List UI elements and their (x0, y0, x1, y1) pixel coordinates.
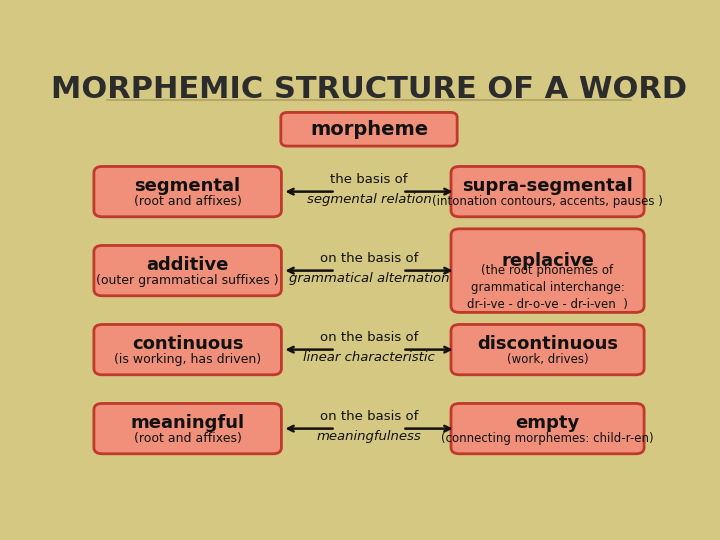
Text: on the basis of: on the basis of (320, 253, 418, 266)
FancyBboxPatch shape (451, 229, 644, 313)
Text: (work, drives): (work, drives) (507, 353, 588, 366)
Text: additive: additive (146, 256, 229, 274)
Text: (intonation contours, accents, pauses ): (intonation contours, accents, pauses ) (432, 195, 663, 208)
Text: meaningful: meaningful (130, 414, 245, 432)
FancyBboxPatch shape (451, 403, 644, 454)
Text: morpheme: morpheme (310, 120, 428, 139)
Text: (connecting morphemes: child-r-en): (connecting morphemes: child-r-en) (441, 431, 654, 445)
Text: discontinuous: discontinuous (477, 335, 618, 353)
Text: segmental: segmental (135, 177, 240, 195)
FancyBboxPatch shape (94, 166, 282, 217)
Text: (the root phonemes of
grammatical interchange:
dr-i-ve - dr-o-ve - dr-i-ven  ): (the root phonemes of grammatical interc… (467, 264, 628, 311)
Text: (root and affixes): (root and affixes) (134, 195, 242, 208)
FancyBboxPatch shape (451, 325, 644, 375)
Text: empty: empty (516, 414, 580, 432)
Text: on the basis of: on the basis of (320, 332, 418, 345)
Text: replacive: replacive (501, 252, 594, 269)
Text: (is working, has driven): (is working, has driven) (114, 353, 261, 366)
Text: on the basis of: on the basis of (320, 410, 418, 423)
Text: the basis of: the basis of (330, 173, 408, 186)
Text: (outer grammatical suffixes ): (outer grammatical suffixes ) (96, 274, 279, 287)
FancyBboxPatch shape (94, 403, 282, 454)
Text: supra-segmental: supra-segmental (462, 177, 633, 195)
FancyBboxPatch shape (281, 112, 457, 146)
Text: segmental relation: segmental relation (307, 193, 431, 206)
Text: (root and affixes): (root and affixes) (134, 431, 242, 445)
Text: linear characteristic: linear characteristic (303, 352, 435, 365)
Text: meaningfulness: meaningfulness (317, 430, 421, 443)
FancyBboxPatch shape (94, 325, 282, 375)
Text: MORPHEMIC STRUCTURE OF A WORD: MORPHEMIC STRUCTURE OF A WORD (51, 75, 687, 104)
Text: grammatical alternation: grammatical alternation (289, 273, 449, 286)
FancyBboxPatch shape (94, 246, 282, 296)
Text: continuous: continuous (132, 335, 243, 353)
FancyBboxPatch shape (451, 166, 644, 217)
